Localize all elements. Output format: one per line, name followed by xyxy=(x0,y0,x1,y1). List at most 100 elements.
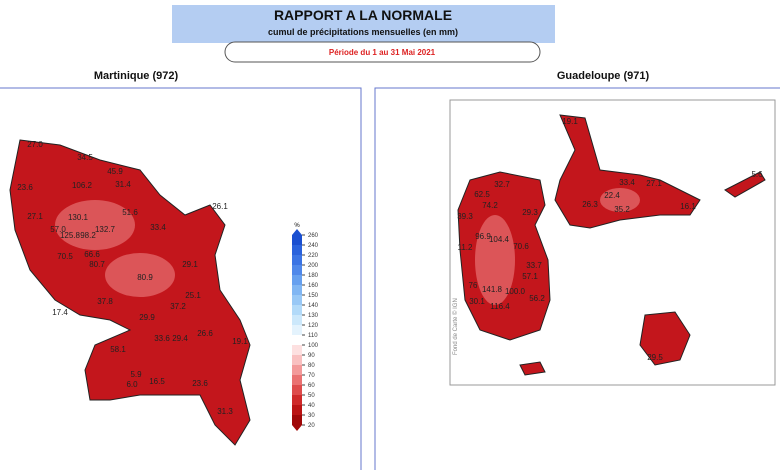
station-label: 17.4 xyxy=(52,308,68,317)
legend-tick-label: 130 xyxy=(308,313,319,319)
legend-swatch xyxy=(292,255,302,265)
wet-zones xyxy=(55,188,640,305)
legend-swatch xyxy=(292,375,302,385)
legend-tick-label: 240 xyxy=(308,243,319,249)
station-label: 19.1 xyxy=(232,337,248,346)
legend-swatch xyxy=(292,235,302,245)
station-label: 57.1 xyxy=(522,272,538,281)
legend-swatch xyxy=(292,405,302,415)
station-label: 132.7 xyxy=(95,225,116,234)
legend: % 260 240 220 200 180 160 150 140 130 120 110 100 90 8… xyxy=(292,223,319,431)
station-label: 5.6 xyxy=(751,170,763,179)
station-label: 30.1 xyxy=(469,297,485,306)
station-label: 31.3 xyxy=(217,407,233,416)
station-label: 39.3 xyxy=(457,212,473,221)
station-label: 51.6 xyxy=(122,208,138,217)
station-label: 27.1 xyxy=(27,212,43,221)
station-label: 76 xyxy=(469,281,478,290)
grande-terre xyxy=(554,114,701,229)
legend-swatch xyxy=(292,315,302,325)
legend-swatch xyxy=(292,285,302,295)
station-label: 32.7 xyxy=(494,180,510,189)
legend-swatch xyxy=(292,415,302,425)
station-label: 23.6 xyxy=(17,183,33,192)
station-label: 58.1 xyxy=(110,345,126,354)
legend-tick-label: 110 xyxy=(308,333,318,339)
map-frame xyxy=(449,99,776,386)
legend-tick-label: 160 xyxy=(308,283,319,289)
legend-swatch xyxy=(292,395,302,405)
station-label: 62.5 xyxy=(474,190,490,199)
station-label: 29.3 xyxy=(522,208,538,217)
legend-tick-label: 180 xyxy=(308,273,319,279)
station-label: 33.6 xyxy=(154,334,170,343)
station-label: 16.5 xyxy=(149,377,165,386)
period: Période du 1 au 31 Mai 2021 xyxy=(329,48,436,57)
station-label: 26.6 xyxy=(197,329,213,338)
station-label: 26.3 xyxy=(582,200,598,209)
panel-frame xyxy=(374,87,780,475)
station-label: 29.5 xyxy=(647,353,663,362)
station-label: 27.0 xyxy=(27,140,43,149)
station-label: 33.4 xyxy=(619,178,635,187)
credit: Fond de Carte © IGN xyxy=(452,298,459,355)
legend-swatch xyxy=(292,305,302,315)
map-title: Martinique (972) xyxy=(94,70,179,82)
legend-tick-label: 100 xyxy=(308,343,319,349)
station-label: 98.2 xyxy=(80,231,96,240)
station-label: 31.4 xyxy=(115,180,131,189)
station-label: 19.1 xyxy=(562,117,578,126)
station-label: 96.9 xyxy=(475,232,491,241)
station-label: 141.8 xyxy=(482,285,503,294)
station-label: 5.9 xyxy=(130,370,142,379)
legend-swatch xyxy=(292,355,302,365)
legend-swatch xyxy=(292,275,302,285)
station-label: 80.7 xyxy=(89,260,105,269)
legend-tick-label: 200 xyxy=(308,263,319,269)
station-label: 130.1 xyxy=(68,213,89,222)
station-label: 33.4 xyxy=(150,223,166,232)
legend-tick-label: 150 xyxy=(308,293,319,299)
period-box xyxy=(224,41,541,63)
zone xyxy=(475,215,515,305)
station-label: 35.2 xyxy=(614,205,630,214)
legend-tick-label: 80 xyxy=(308,363,315,369)
station-label: 125.8 xyxy=(60,231,81,240)
station-label: 70.5 xyxy=(57,252,73,261)
station-label: 29.9 xyxy=(139,313,155,322)
legend-swatch xyxy=(292,325,302,335)
legend-tick-label: 120 xyxy=(308,323,319,329)
station-label: 22.4 xyxy=(604,191,620,200)
station-label: 80.9 xyxy=(137,273,153,282)
legend-swatch xyxy=(292,335,302,345)
station-label: 29.1 xyxy=(182,260,198,269)
station-label: 56.2 xyxy=(529,294,545,303)
legend-tick-label: 60 xyxy=(308,383,315,389)
map-title: Guadeloupe (971) xyxy=(557,70,650,82)
legend-tick-label: 90 xyxy=(308,353,315,359)
station-labels: 27.0 34.5 45.9 23.6 106.2 31.4 27.1 130.1 51.6 26… xyxy=(17,117,763,416)
legend-tick-label: 50 xyxy=(308,393,315,399)
legend-cap xyxy=(292,425,302,431)
station-label: 6.0 xyxy=(126,380,138,389)
legend-swatch xyxy=(292,365,302,375)
legend-tick-label: 140 xyxy=(308,303,319,309)
desirade xyxy=(724,171,766,198)
station-label: 104.4 xyxy=(489,235,510,244)
station-label: 74.2 xyxy=(482,201,498,210)
legend-cap xyxy=(292,229,302,235)
legend-tick-label: 40 xyxy=(308,403,315,409)
station-label: 37.2 xyxy=(170,302,186,311)
title: RAPPORT A LA NORMALE xyxy=(274,7,452,23)
legend-swatch xyxy=(292,265,302,275)
station-label: 29.4 xyxy=(172,334,188,343)
station-label: 33.7 xyxy=(526,261,542,270)
station-label: 106.2 xyxy=(72,181,93,190)
station-label: 34.5 xyxy=(77,153,93,162)
station-label: 26.1 xyxy=(212,202,228,211)
zone xyxy=(55,200,135,250)
legend-tick-label: 220 xyxy=(308,253,319,259)
legend-unit: % xyxy=(294,223,300,229)
legend-tick-label: 30 xyxy=(308,413,315,419)
